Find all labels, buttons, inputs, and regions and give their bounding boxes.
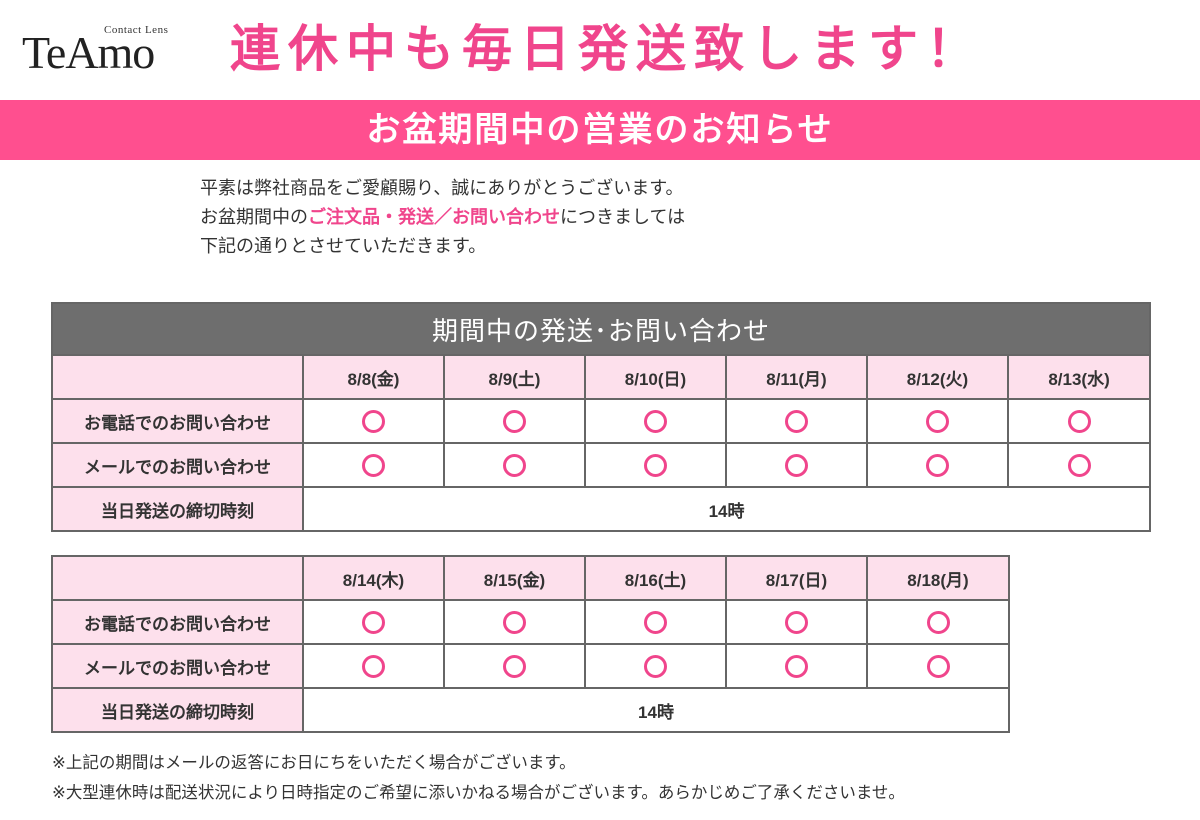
circle-mark-icon bbox=[362, 610, 385, 634]
row-label: 当日発送の締切時刻 bbox=[51, 486, 304, 532]
availability-cell bbox=[302, 398, 445, 444]
circle-mark-icon bbox=[926, 409, 949, 433]
notice-banner: お盆期間中の営業のお知らせ bbox=[0, 100, 1200, 160]
phone-inquiry-row: お電話でのお問い合わせ bbox=[51, 398, 1152, 444]
date-header: 8/17(日) bbox=[725, 555, 868, 601]
logo-subtitle: Contact Lens bbox=[104, 24, 169, 36]
circle-mark-icon bbox=[785, 610, 808, 634]
teamo-logo[interactable]: Contact Lens TeAmo bbox=[22, 22, 182, 76]
availability-cell bbox=[443, 643, 586, 689]
availability-cell bbox=[1006, 442, 1152, 488]
availability-cell bbox=[443, 442, 586, 488]
availability-cell bbox=[1006, 398, 1152, 444]
circle-mark-icon bbox=[644, 610, 667, 634]
availability-cell bbox=[725, 442, 868, 488]
circle-mark-icon bbox=[926, 610, 950, 634]
date-header: 8/11(月) bbox=[725, 354, 868, 400]
intro-line-2-pre: お盆期間中の bbox=[200, 207, 308, 228]
availability-cell bbox=[302, 442, 445, 488]
date-header: 8/8(金) bbox=[302, 354, 445, 400]
availability-cell bbox=[725, 398, 868, 444]
row-label: 当日発送の締切時刻 bbox=[51, 687, 304, 733]
schedule-table-2: 8/14(木) 8/15(金) 8/16(土) 8/17(日) 8/18(月) … bbox=[51, 555, 1010, 733]
date-header: 8/13(水) bbox=[1006, 354, 1152, 400]
date-header-row: 8/8(金) 8/9(土) 8/10(日) 8/11(月) 8/12(火) 8/… bbox=[51, 354, 1152, 400]
cutoff-time: 14時 bbox=[302, 687, 1010, 733]
date-header: 8/18(月) bbox=[866, 555, 1010, 601]
cutoff-row: 当日発送の締切時刻 14時 bbox=[51, 687, 1010, 733]
cutoff-row: 当日発送の締切時刻 14時 bbox=[51, 486, 1152, 532]
availability-cell bbox=[866, 398, 1009, 444]
circle-mark-icon bbox=[1067, 453, 1091, 477]
availability-cell bbox=[302, 643, 445, 689]
circle-mark-icon bbox=[362, 453, 385, 477]
intro-line-2-post: につきましては bbox=[560, 207, 686, 228]
footnote: ※上記の期間はメールの返答にお日にちをいただく場合がございます。 bbox=[52, 753, 576, 772]
phone-inquiry-row: お電話でのお問い合わせ bbox=[51, 599, 1010, 645]
circle-mark-icon bbox=[644, 654, 667, 678]
circle-mark-icon bbox=[785, 453, 808, 477]
circle-mark-icon bbox=[644, 453, 667, 477]
availability-cell bbox=[584, 442, 727, 488]
availability-cell bbox=[302, 599, 445, 645]
circle-mark-icon bbox=[503, 610, 526, 634]
intro-text: 平素は弊社商品をご愛顧賜り、誠にありがとうございます。 お盆期間中のご注文品・発… bbox=[200, 174, 1000, 261]
circle-mark-icon bbox=[503, 409, 526, 433]
circle-mark-icon bbox=[785, 409, 808, 433]
cutoff-time: 14時 bbox=[301, 486, 1152, 532]
row-label: お電話でのお問い合わせ bbox=[51, 599, 304, 645]
footnote: ※大型連休時は配送状況により日時指定のご希望に添いかねる場合がございます。あらか… bbox=[52, 783, 905, 802]
intro-line-1: 平素は弊社商品をご愛顧賜り、誠にありがとうございます。 bbox=[200, 178, 684, 199]
availability-cell bbox=[584, 398, 727, 444]
schedule-table-1: 期間中の発送･お問い合わせ 8/8(金) 8/9(土) 8/10(日) 8/11… bbox=[50, 302, 1152, 532]
circle-mark-icon bbox=[926, 654, 950, 678]
footnotes: ※上記の期間はメールの返答にお日にちをいただく場合がございます。 ※大型連休時は… bbox=[52, 748, 905, 808]
corner-cell bbox=[51, 354, 304, 400]
availability-cell bbox=[866, 643, 1010, 689]
date-header: 8/14(木) bbox=[302, 555, 445, 601]
availability-cell bbox=[443, 599, 586, 645]
availability-cell bbox=[866, 442, 1009, 488]
intro-line-2: お盆期間中のご注文品・発送／お問い合わせにつきましては bbox=[200, 203, 1000, 232]
circle-mark-icon bbox=[503, 453, 526, 477]
mail-inquiry-row: メールでのお問い合わせ bbox=[51, 643, 1010, 689]
circle-mark-icon bbox=[503, 654, 526, 678]
circle-mark-icon bbox=[1067, 409, 1091, 433]
intro-line-3: 下記の通りとさせていただきます。 bbox=[200, 236, 487, 257]
logo-wordmark: TeAmo bbox=[22, 27, 155, 78]
availability-cell bbox=[584, 599, 727, 645]
availability-cell bbox=[443, 398, 586, 444]
date-header: 8/10(日) bbox=[584, 354, 727, 400]
availability-cell bbox=[584, 643, 727, 689]
availability-cell bbox=[725, 643, 868, 689]
date-header: 8/15(金) bbox=[443, 555, 586, 601]
row-label: お電話でのお問い合わせ bbox=[51, 398, 304, 444]
circle-mark-icon bbox=[926, 453, 949, 477]
circle-mark-icon bbox=[362, 654, 385, 678]
availability-cell bbox=[725, 599, 868, 645]
circle-mark-icon bbox=[644, 409, 667, 433]
circle-mark-icon bbox=[785, 654, 808, 678]
row-label: メールでのお問い合わせ bbox=[51, 643, 304, 689]
date-header-row: 8/14(木) 8/15(金) 8/16(土) 8/17(日) 8/18(月) bbox=[51, 555, 1010, 601]
intro-line-2-highlight: ご注文品・発送／お問い合わせ bbox=[308, 207, 560, 228]
table-caption: 期間中の発送･お問い合わせ bbox=[50, 302, 1152, 356]
corner-cell bbox=[51, 555, 304, 601]
row-label: メールでのお問い合わせ bbox=[51, 442, 304, 488]
availability-cell bbox=[866, 599, 1010, 645]
date-header: 8/12(火) bbox=[866, 354, 1009, 400]
headline: 連休中も毎日発送致します！ bbox=[230, 20, 984, 78]
date-header: 8/16(土) bbox=[584, 555, 727, 601]
circle-mark-icon bbox=[362, 409, 385, 433]
mail-inquiry-row: メールでのお問い合わせ bbox=[51, 442, 1152, 488]
date-header: 8/9(土) bbox=[443, 354, 586, 400]
